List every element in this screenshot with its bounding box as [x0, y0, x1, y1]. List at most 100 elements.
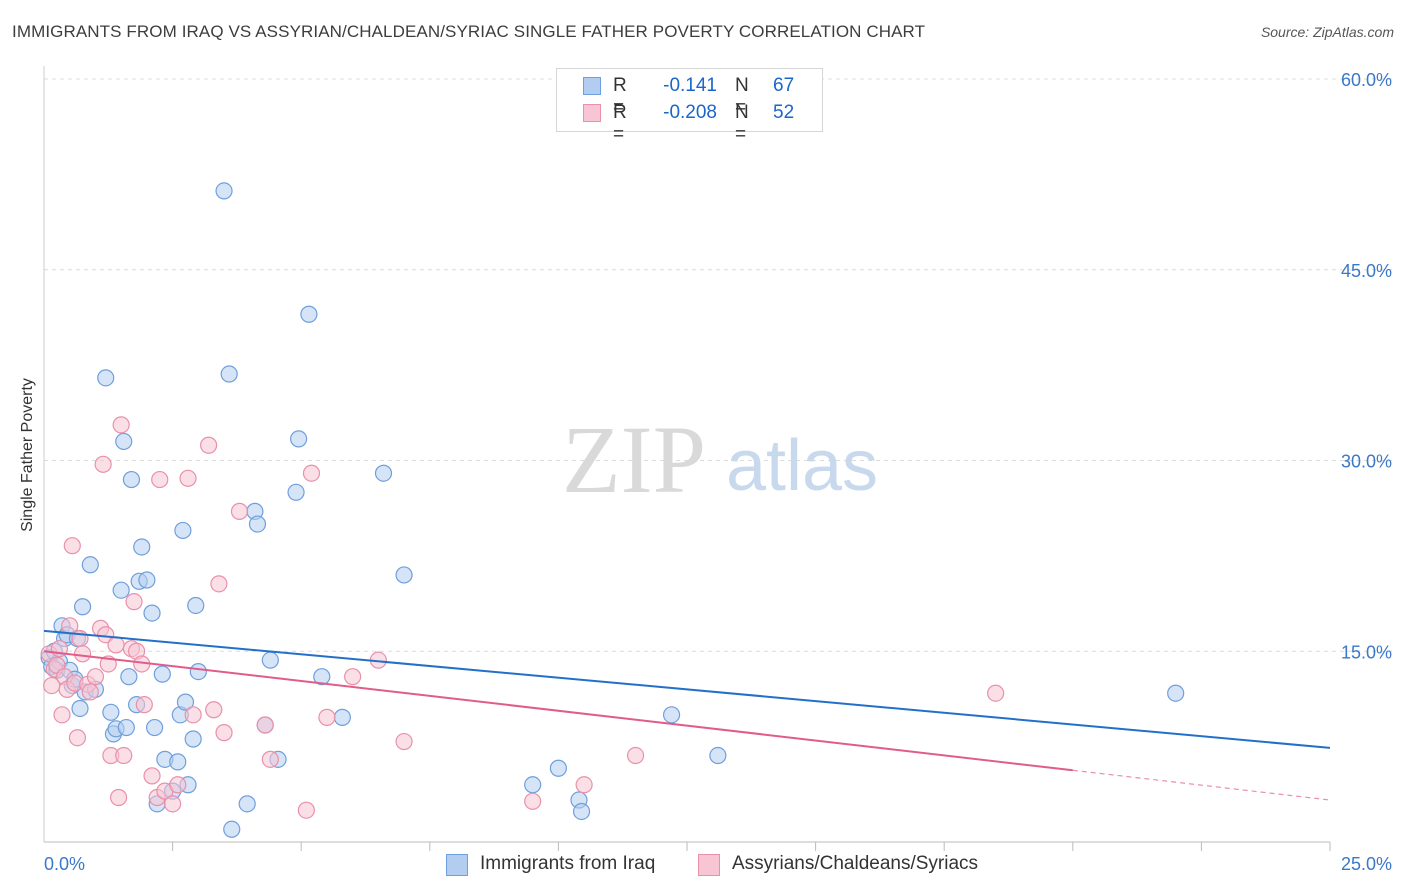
data-point-iraq	[169, 753, 187, 771]
legend-n-value: 52	[773, 102, 795, 123]
trend-line-assyrian	[43, 650, 1073, 772]
data-point-iraq	[709, 746, 727, 765]
legend-swatch-assyrian	[583, 104, 601, 122]
data-point-iraq	[524, 776, 542, 794]
data-point-assyrian	[524, 792, 542, 810]
data-point-assyrian	[256, 716, 274, 734]
data-point-iraq	[215, 182, 233, 200]
data-point-assyrian	[318, 708, 336, 726]
legend-r-value: -0.208	[663, 102, 717, 123]
data-point-iraq	[102, 703, 120, 721]
legend-n-label: N =	[735, 75, 749, 118]
data-point-assyrian	[344, 668, 362, 686]
data-point-assyrian	[73, 645, 92, 663]
data-point-assyrian	[143, 767, 161, 785]
data-point-assyrian	[151, 470, 169, 489]
data-point-iraq	[143, 604, 161, 622]
legend-n-value: 67	[773, 75, 795, 96]
data-point-iraq	[97, 369, 115, 387]
data-point-iraq	[122, 470, 141, 489]
data-point-assyrian	[302, 464, 321, 482]
data-point-iraq	[662, 706, 681, 724]
data-point-assyrian	[81, 683, 99, 701]
data-point-iraq	[174, 521, 192, 540]
data-point-iraq	[184, 730, 202, 748]
watermark-atlas: atlas	[726, 426, 878, 506]
data-point-assyrian	[115, 746, 133, 765]
data-point-assyrian	[184, 706, 202, 724]
y-tick-label: 60.0%	[1341, 70, 1392, 90]
data-point-assyrian	[200, 436, 218, 454]
data-point-iraq	[115, 432, 133, 451]
correlation-legend: R = -0.141 N = 67 R = -0.208 N = 52	[556, 68, 823, 145]
data-point-assyrian	[987, 684, 1005, 702]
chart-title: IMMIGRANTS FROM IRAQ VS ASSYRIAN/CHALDEA…	[12, 22, 926, 41]
data-point-assyrian	[109, 788, 128, 807]
legend-swatch-assyrian	[698, 854, 720, 876]
data-point-assyrian	[86, 668, 105, 686]
data-point-assyrian	[261, 750, 279, 768]
data-point-iraq	[261, 651, 279, 669]
legend-r-value: -0.141	[663, 75, 717, 96]
y-tick-label: 30.0%	[1341, 452, 1392, 472]
y-tick-label: 15.0%	[1341, 642, 1392, 662]
trend-line-assyrian-extension	[1072, 769, 1331, 801]
data-point-iraq	[71, 699, 89, 718]
data-point-iraq	[313, 668, 331, 686]
data-point-assyrian	[135, 696, 153, 714]
data-point-iraq	[187, 596, 205, 615]
data-point-assyrian	[164, 795, 182, 813]
data-point-iraq	[572, 802, 591, 821]
data-point-assyrian	[94, 455, 112, 473]
legend-label-iraq: Immigrants from Iraq	[480, 853, 656, 874]
axes	[43, 66, 1331, 851]
watermark: ZIP atlas	[562, 406, 878, 513]
data-point-iraq	[176, 693, 195, 711]
points-layer	[40, 182, 1185, 838]
data-point-iraq	[223, 820, 241, 838]
trend-line-iraq	[43, 629, 1331, 749]
data-point-assyrian	[395, 732, 413, 751]
x-tick-label: 0.0%	[44, 854, 85, 874]
data-point-assyrian	[107, 636, 125, 654]
data-point-iraq	[112, 581, 130, 599]
legend-swatch-iraq	[583, 77, 601, 95]
data-point-assyrian	[63, 537, 81, 555]
legend-swatch-iraq	[446, 854, 468, 876]
tick-labels: 15.0% 30.0% 45.0% 60.0% 0.0% 25.0%	[44, 70, 1392, 874]
y-tick-label: 45.0%	[1341, 261, 1392, 281]
data-point-assyrian	[626, 746, 645, 765]
data-point-assyrian	[575, 776, 593, 794]
data-point-iraq	[395, 566, 413, 584]
legend-label-assyrian: Assyrians/Chaldeans/Syriacs	[732, 853, 979, 874]
data-point-assyrian	[169, 776, 187, 794]
data-point-assyrian	[210, 575, 228, 593]
data-point-iraq	[138, 571, 156, 589]
data-point-assyrian	[53, 706, 71, 724]
data-point-iraq	[120, 668, 138, 686]
data-point-iraq	[133, 538, 151, 556]
data-point-assyrian	[297, 801, 315, 819]
x-tick-label: 25.0%	[1341, 854, 1392, 874]
data-point-assyrian	[68, 729, 87, 747]
data-point-assyrian	[97, 626, 115, 644]
data-point-iraq	[73, 598, 92, 616]
data-point-iraq	[300, 305, 318, 323]
data-point-assyrian	[179, 469, 197, 487]
data-point-iraq	[238, 795, 256, 813]
data-point-iraq	[189, 662, 207, 681]
data-point-iraq	[153, 665, 171, 683]
trend-lines	[43, 629, 1331, 801]
data-point-iraq	[549, 759, 568, 777]
data-point-iraq	[145, 718, 164, 737]
data-point-assyrian	[230, 502, 249, 520]
watermark-zip: ZIP	[562, 406, 706, 513]
data-point-iraq	[248, 515, 267, 533]
data-point-assyrian	[215, 724, 233, 742]
data-point-assyrian	[205, 701, 223, 719]
legend-r-label: R =	[613, 75, 627, 118]
data-point-iraq	[287, 483, 305, 501]
data-point-iraq	[290, 430, 308, 448]
data-point-iraq	[117, 718, 135, 737]
